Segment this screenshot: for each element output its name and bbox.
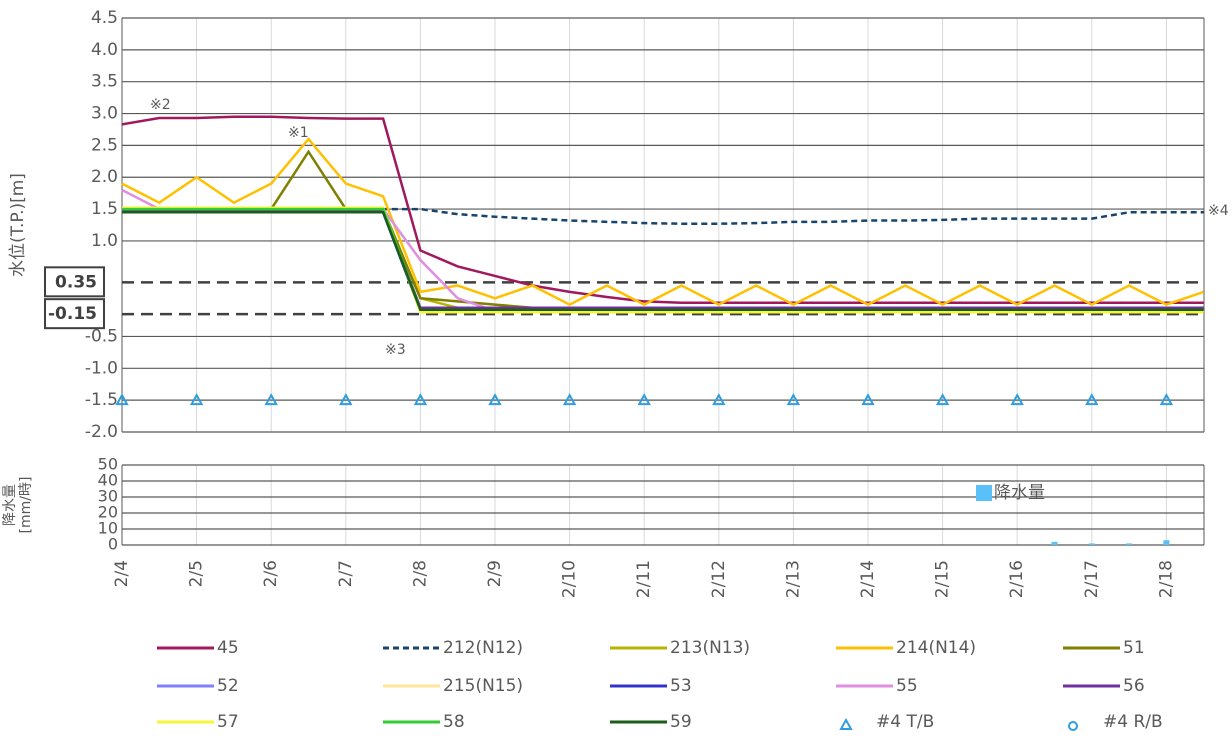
y-tick-label: -0.5 (85, 326, 118, 346)
marker (562, 393, 577, 406)
marker (786, 393, 801, 406)
y-tick-label: 0 (108, 535, 118, 554)
legend-label: 57 (217, 712, 239, 732)
annotation: ※1 (288, 125, 309, 141)
x-tick-label: 2/12 (709, 560, 729, 598)
legend-swatch (976, 485, 992, 501)
y-tick-label: 1.0 (91, 231, 118, 251)
x-tick-label: 2/18 (1156, 560, 1176, 598)
marker (637, 393, 651, 406)
x-tick-label: 2/8 (410, 560, 430, 587)
y-tick-label: 20 (98, 503, 118, 522)
y-tick-label: -1.5 (85, 390, 118, 410)
marker (413, 393, 428, 406)
marker (1085, 393, 1099, 406)
y-axis-label: [mm/時] (18, 477, 34, 534)
y-tick-label: 3.0 (91, 104, 118, 124)
bar (1126, 543, 1133, 545)
reference-label-box (44, 266, 105, 298)
legend-label: 58 (443, 712, 465, 732)
legend-label: 53 (670, 676, 692, 696)
annotation: ※3 (385, 342, 406, 358)
legend-label: 214(N14) (896, 638, 976, 658)
marker (1010, 393, 1024, 406)
x-tick-label: 2/16 (1007, 560, 1027, 598)
legend-label: #4 R/B (1103, 712, 1163, 732)
y-axis-label: 水位(T.P.)[m] (8, 173, 28, 277)
legend-label: 213(N13) (670, 638, 750, 658)
legend-label: 212(N12) (443, 638, 523, 658)
y-tick-label: 2.5 (91, 135, 118, 155)
marker (115, 393, 129, 406)
legend-label: 降水量 (994, 483, 1045, 503)
x-tick-label: 2/10 (560, 560, 580, 598)
x-tick-label: 2/5 (187, 560, 207, 587)
marker (1159, 393, 1174, 406)
legend-label: 56 (1123, 676, 1145, 696)
y-tick-label: 2.0 (91, 167, 118, 187)
legend-label: 45 (217, 638, 239, 658)
bar (1163, 540, 1170, 545)
reference-label: -0.15 (48, 304, 97, 324)
x-tick-label: 2/11 (634, 560, 654, 598)
series-line (122, 209, 1204, 310)
reference-label: 0.35 (55, 272, 97, 292)
annotation: ※4 (1208, 203, 1229, 219)
y-tick-label: 50 (98, 455, 118, 474)
legend-label: 215(N15) (443, 676, 523, 696)
x-tick-label: 2/14 (858, 560, 878, 598)
series-line (121, 137, 1205, 307)
legend-label: 52 (217, 676, 239, 696)
bar (1051, 541, 1058, 545)
x-tick-label: 2/4 (112, 560, 132, 587)
x-tick-label: 2/9 (485, 560, 505, 587)
y-tick-label: 40 (98, 471, 118, 490)
x-tick-label: 2/6 (261, 560, 281, 587)
series-line (122, 206, 1204, 314)
legend-label: 59 (670, 712, 692, 732)
x-tick-label: 2/17 (1082, 560, 1102, 598)
series-line (122, 149, 1204, 310)
marker (339, 393, 353, 406)
series-line (122, 211, 1204, 311)
y-tick-label: 10 (98, 519, 118, 538)
legend-label: #4 T/B (876, 712, 934, 732)
marker (861, 393, 875, 406)
legend-marker (1068, 721, 1078, 731)
legend-label: 51 (1123, 638, 1145, 658)
reference-label-box (44, 298, 105, 330)
x-tick-label: 2/7 (336, 560, 356, 587)
marker (264, 393, 278, 406)
bar (1088, 543, 1095, 545)
y-tick-label: 1.5 (91, 199, 118, 219)
x-tick-label: 2/13 (783, 560, 803, 598)
y-tick-label: 3.5 (91, 72, 118, 92)
x-tick-label: 2/15 (933, 560, 953, 598)
y-tick-label: -2.0 (85, 422, 118, 442)
annotation: ※2 (150, 97, 171, 113)
y-tick-label: -1.0 (85, 358, 118, 378)
y-tick-label: 30 (98, 487, 118, 506)
marker (189, 393, 204, 406)
y-axis-label: 降水量 (2, 484, 18, 526)
y-tick-label: 4.0 (91, 40, 118, 60)
marker (712, 393, 726, 406)
y-tick-label: 4.5 (91, 8, 118, 28)
marker (488, 393, 502, 406)
legend-marker (839, 717, 853, 730)
marker (935, 393, 950, 406)
legend-label: 55 (896, 676, 918, 696)
